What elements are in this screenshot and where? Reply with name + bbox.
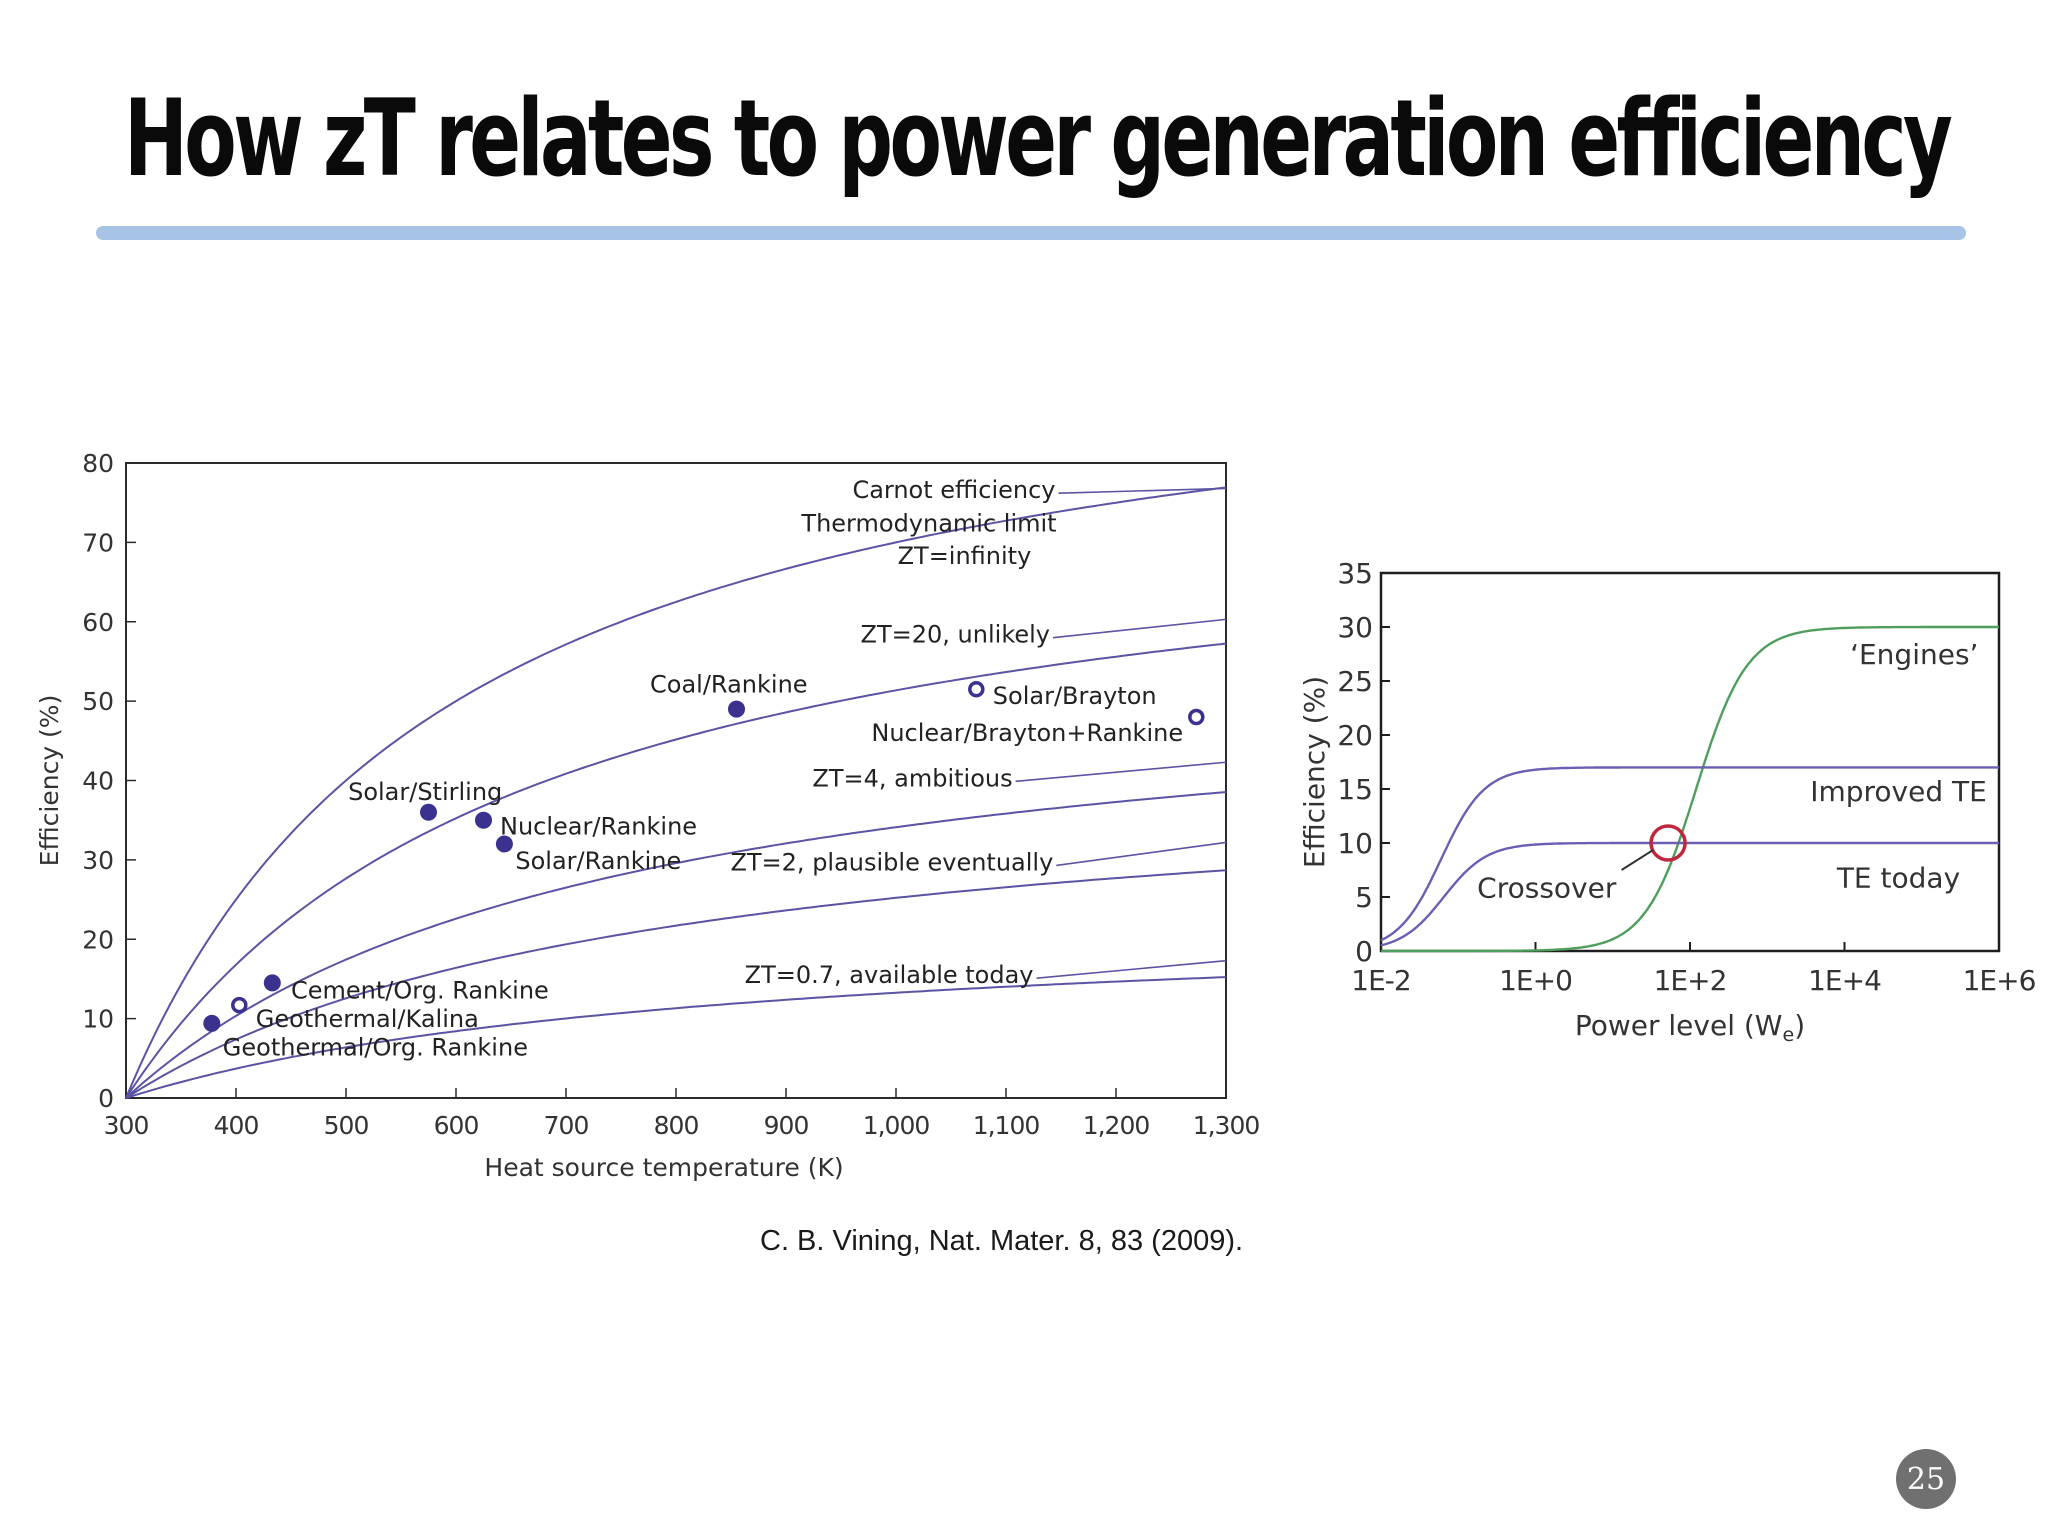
y-axis-label: Efficiency (%) xyxy=(35,695,64,867)
curve-label-leader xyxy=(1015,761,1227,783)
y-tick-label: 35 xyxy=(1337,557,1373,590)
data-point xyxy=(475,811,492,829)
data-point xyxy=(263,974,281,992)
x-tick-label: 500 xyxy=(324,1111,369,1140)
crossover-label: Crossover xyxy=(1477,871,1617,904)
y-tick-label: 10 xyxy=(82,1005,114,1034)
title-rule xyxy=(96,226,1966,240)
x-tick-label: 900 xyxy=(764,1111,809,1140)
series-line xyxy=(1380,766,1999,942)
curve-label: ZT=4, ambitious xyxy=(812,764,1012,792)
y-tick-label: 25 xyxy=(1337,665,1373,698)
y-tick-label: 10 xyxy=(1337,827,1373,860)
y-tick-label: 0 xyxy=(98,1084,114,1113)
data-point-label: Geothermal/Kalina xyxy=(256,1005,479,1033)
data-point xyxy=(968,680,985,698)
x-tick-label: 1,100 xyxy=(973,1111,1040,1140)
y-tick-label: 15 xyxy=(1337,773,1373,806)
x-tick-label: 1E+6 xyxy=(1963,964,2036,997)
curve-label: ZT=0.7, available today xyxy=(745,961,1034,989)
efficiency-curve xyxy=(125,486,1227,1099)
data-point-label: Solar/Rankine xyxy=(515,847,681,875)
x-axis-label: Power level (We) xyxy=(1575,1009,1805,1046)
x-tick-label: 1E+2 xyxy=(1654,964,1727,997)
crossover-leader xyxy=(1621,849,1654,871)
x-tick-label: 600 xyxy=(434,1111,479,1140)
data-point xyxy=(1188,708,1205,726)
series-label: TE today xyxy=(1836,862,1960,895)
y-tick-label: 40 xyxy=(82,767,114,796)
curve-label: ZT=2, plausible eventually xyxy=(730,848,1053,876)
slide-title: How zT relates to power generation effic… xyxy=(124,77,1953,200)
efficiency-vs-temperature-chart: 300 400 500 600 700 800 900 1,000 1,100 1,200 1,30… xyxy=(35,449,1260,1182)
curve-label: ZT=infinity xyxy=(898,542,1032,570)
efficiency-curve xyxy=(125,791,1227,1099)
y-tick-label: 50 xyxy=(82,687,114,716)
y-tick-label: 70 xyxy=(82,528,114,557)
y-tick-label: 30 xyxy=(1337,611,1373,644)
curve-label-leader xyxy=(1052,618,1227,639)
data-point-label: Geothermal/Org. Rankine xyxy=(223,1033,528,1061)
x-tick-label: 1E+4 xyxy=(1808,964,1881,997)
efficiency-curve xyxy=(125,869,1227,1099)
series-line xyxy=(1380,841,1999,947)
y-tick-label: 20 xyxy=(1337,719,1373,752)
data-point xyxy=(203,1014,221,1032)
y-tick-label: 5 xyxy=(1355,881,1373,914)
curve-label: Thermodynamic limit xyxy=(800,510,1056,538)
x-tick-label: 1,000 xyxy=(863,1111,930,1140)
x-tick-label: 1,300 xyxy=(1193,1111,1260,1140)
y-axis-label: Efficiency (%) xyxy=(1298,676,1331,868)
x-tick-label: 300 xyxy=(104,1111,149,1140)
curve-label-leader xyxy=(1056,841,1227,867)
curve-label-leader xyxy=(1058,487,1227,494)
curve-label: Carnot efficiency xyxy=(852,476,1055,504)
x-tick-label: 700 xyxy=(544,1111,589,1140)
curve-label-leader xyxy=(1036,959,1227,979)
x-tick-label: 1E+0 xyxy=(1499,964,1572,997)
series-label: Improved TE xyxy=(1810,775,1987,808)
citation: C. B. Vining, Nat. Mater. 8, 83 (2009). xyxy=(760,1225,1244,1257)
data-point-label: Coal/Rankine xyxy=(650,671,808,699)
y-tick-label: 60 xyxy=(82,608,114,637)
y-tick-label: 30 xyxy=(82,846,114,875)
data-point-label: Cement/Org. Rankine xyxy=(291,976,549,1004)
curve-label: ZT=20, unlikely xyxy=(861,621,1050,649)
data-point xyxy=(420,803,437,821)
series-label: ‘Engines’ xyxy=(1850,638,1978,671)
x-tick-label: 1,200 xyxy=(1083,1111,1150,1140)
data-point-label: Solar/Stirling xyxy=(348,778,502,806)
x-tick-label: 400 xyxy=(214,1111,259,1140)
data-point xyxy=(495,835,513,853)
efficiency-curve xyxy=(125,976,1227,1099)
x-tick-label: 1E-2 xyxy=(1351,964,1410,997)
y-tick-label: 0 xyxy=(1355,935,1373,968)
data-point xyxy=(231,996,248,1014)
data-point-label: Nuclear/Brayton+Rankine xyxy=(871,719,1183,747)
data-point-label: Nuclear/Rankine xyxy=(500,813,697,841)
efficiency-curve xyxy=(125,642,1227,1099)
series-line xyxy=(1381,625,1999,953)
x-tick-label: 800 xyxy=(654,1111,699,1140)
y-tick-label: 20 xyxy=(82,925,114,954)
x-axis-label: Heat source temperature (K) xyxy=(484,1153,843,1182)
y-tick-label: 80 xyxy=(82,449,114,478)
data-point-label: Solar/Brayton xyxy=(993,682,1157,710)
crossover-marker xyxy=(1649,824,1687,862)
efficiency-vs-power-chart: 1E-2 1E+0 1E+2 1E+4 1E+6 0 5 10 15 20 25 30 35 Power … xyxy=(1298,557,2037,1046)
page-number-badge: 25 xyxy=(1896,1449,1956,1509)
data-point xyxy=(728,700,745,718)
